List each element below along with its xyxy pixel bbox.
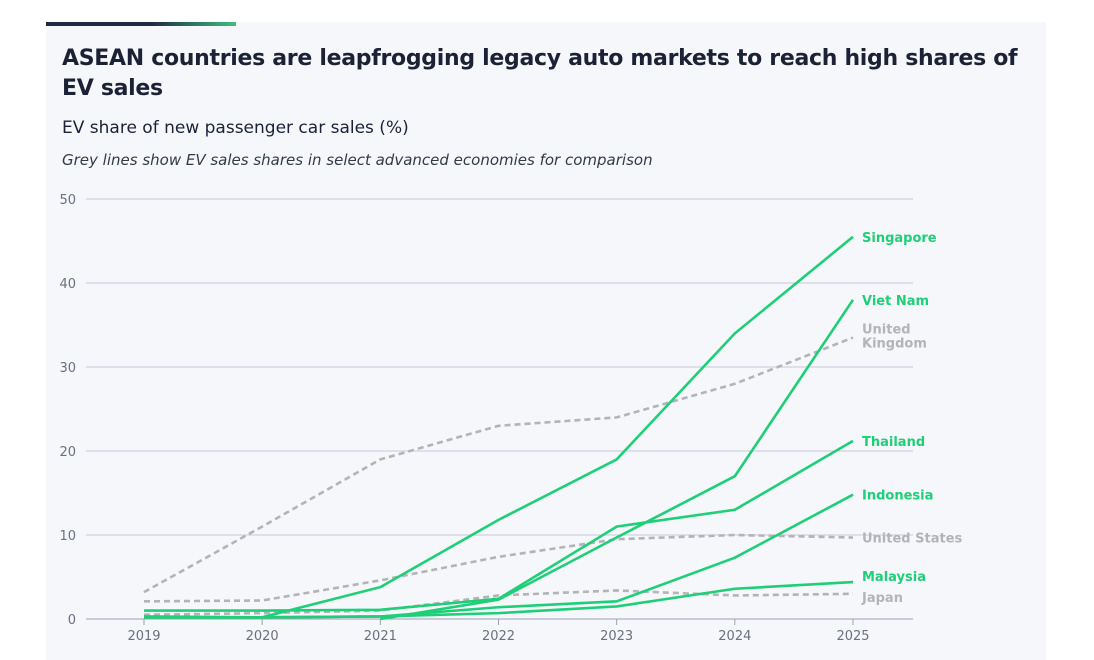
y-tick-label: 10 (59, 529, 76, 544)
series-label-united-states: United States (862, 532, 963, 547)
series-label-line: Indonesia (862, 489, 933, 504)
series-line-united-states (143, 533, 854, 603)
x-tick-label: 2025 (836, 629, 869, 644)
chart-card (46, 22, 1046, 660)
series-label-united-kingdom: United Kingdom (862, 323, 927, 352)
x-tick-label: 2021 (364, 629, 397, 644)
series-label-line: Kingdom (862, 337, 927, 352)
y-tick-label: 30 (59, 361, 76, 376)
x-tick-label: 2024 (718, 629, 751, 644)
y-tick-label: 0 (68, 613, 76, 628)
series-label-thailand: Thailand (862, 435, 925, 450)
series-label-line: United States (862, 532, 963, 547)
series-label-line: Thailand (862, 435, 925, 450)
series-line-thailand (144, 439, 854, 612)
accent-bar (46, 22, 236, 26)
x-tick-label: 2022 (482, 629, 515, 644)
series-line-united-kingdom (143, 336, 854, 594)
series-line-malaysia (144, 580, 854, 619)
series-label-line: Viet Nam (862, 294, 929, 309)
y-tick-label: 50 (59, 193, 76, 208)
series-label-viet-nam: Viet Nam (862, 294, 929, 309)
chart-title: ASEAN countries are leapfrogging legacy … (62, 46, 1018, 101)
series-line-japan (143, 589, 854, 617)
series-label-japan: Japan (861, 591, 903, 606)
x-tick-label: 2023 (600, 629, 633, 644)
x-tick-label: 2020 (246, 629, 279, 644)
y-tick-label: 20 (59, 445, 76, 460)
chart-subtitle: EV share of new passenger car sales (%) (62, 118, 409, 138)
series-label-line: Japan (861, 591, 903, 606)
x-tick-label: 2019 (127, 629, 160, 644)
series-label-indonesia: Indonesia (862, 489, 933, 504)
chart-note: Grey lines show EV sales shares in selec… (62, 151, 653, 169)
series-label-line: United (862, 323, 911, 338)
series-label-malaysia: Malaysia (862, 570, 926, 585)
series-label-singapore: Singapore (862, 231, 937, 246)
y-tick-label: 40 (59, 277, 76, 292)
series-line-viet-nam (380, 299, 855, 621)
series-label-line: Malaysia (862, 570, 926, 585)
series-label-line: Singapore (862, 231, 937, 246)
